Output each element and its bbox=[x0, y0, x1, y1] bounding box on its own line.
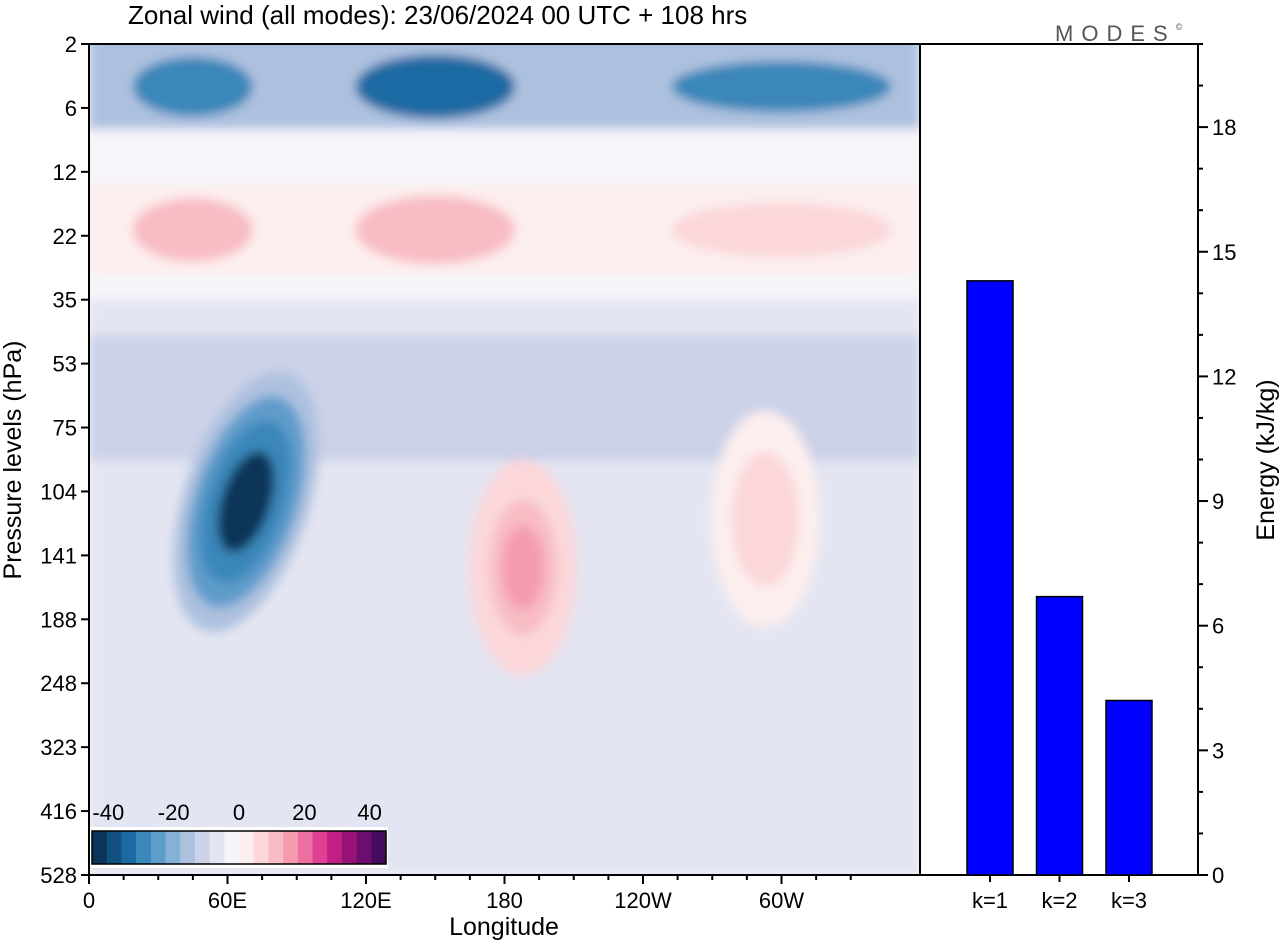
pressure-tick-label: 528 bbox=[40, 863, 77, 888]
energy-bar-k=1 bbox=[966, 280, 1014, 876]
colorbar-swatch bbox=[150, 831, 166, 864]
pressure-tick-label: 6 bbox=[65, 96, 77, 121]
wavenumber-label: k=2 bbox=[1041, 888, 1077, 913]
colorbar-swatch bbox=[371, 831, 387, 864]
pressure-tick-label: 53 bbox=[53, 352, 77, 377]
longitude-tick-label: 120E bbox=[340, 888, 391, 913]
pressure-tick-label: 323 bbox=[40, 735, 77, 760]
energy-axis-label: Energy (kJ/kg) bbox=[1252, 379, 1280, 540]
colorbar-swatch bbox=[165, 831, 181, 864]
colorbar-swatch bbox=[327, 831, 343, 864]
energy-bar-k=2 bbox=[1035, 595, 1084, 876]
energy-bar-k=3 bbox=[1105, 699, 1153, 876]
band-core bbox=[671, 202, 892, 258]
colorbar-swatch bbox=[224, 831, 240, 864]
y-axis-label: Pressure levels (hPa) bbox=[0, 341, 27, 580]
energy-tick-label: 3 bbox=[1212, 738, 1224, 763]
brand-text: MODES bbox=[1055, 21, 1176, 46]
longitude-tick-label: 60E bbox=[208, 888, 247, 913]
longitude-axis: 0 60E 120E 180 120W 60W bbox=[83, 875, 852, 913]
energy-tick-label: 0 bbox=[1212, 863, 1224, 888]
band-core bbox=[355, 54, 516, 119]
energy-tick-label: 6 bbox=[1212, 614, 1224, 639]
pressure-tick-label: 35 bbox=[53, 288, 77, 313]
pressure-tick-label: 2 bbox=[65, 32, 77, 57]
pressure-tick-label: 104 bbox=[40, 479, 77, 504]
colorbar-swatch bbox=[194, 831, 210, 864]
band-core bbox=[671, 61, 892, 113]
colorbar: -40 -20 0 20 40 bbox=[90, 800, 388, 868]
colorbar-swatch bbox=[341, 831, 357, 864]
colorbar-label: 0 bbox=[233, 800, 245, 825]
colorbar-label: 40 bbox=[357, 800, 381, 825]
energy-tick-label: 18 bbox=[1212, 115, 1236, 140]
energy-tick-label: 15 bbox=[1212, 240, 1236, 265]
energy-axis: 0 3 6 9 12 15 18 bbox=[1198, 43, 1236, 888]
pressure-tick-label: 75 bbox=[53, 416, 77, 441]
zonal-wind-heatmap bbox=[89, 44, 920, 875]
band-core bbox=[132, 198, 253, 262]
longitude-tick-label: 120W bbox=[614, 888, 672, 913]
feature-contour bbox=[744, 477, 787, 562]
chart-title: Zonal wind (all modes): 23/06/2024 00 UT… bbox=[128, 0, 748, 30]
pressure-tick-label: 416 bbox=[40, 799, 77, 824]
energy-bars bbox=[966, 280, 1153, 876]
copyright-mark: © bbox=[1175, 22, 1183, 32]
wavenumber-label: k=1 bbox=[972, 888, 1008, 913]
energy-tick-label: 12 bbox=[1212, 364, 1236, 389]
band-core bbox=[355, 195, 516, 264]
pressure-tick-label: 22 bbox=[53, 224, 77, 249]
colorbar-swatch bbox=[180, 831, 196, 864]
colorbar-frame bbox=[91, 830, 387, 865]
colorbar-swatch bbox=[209, 831, 225, 864]
wind-field-shading bbox=[89, 44, 920, 875]
colorbar-swatch bbox=[239, 831, 254, 864]
colorbar-swatch bbox=[297, 831, 313, 864]
pressure-tick-label: 12 bbox=[53, 160, 77, 185]
colorbar-swatch bbox=[106, 831, 122, 864]
wavenumber-label: k=3 bbox=[1111, 888, 1147, 913]
longitude-tick-label: 60W bbox=[759, 888, 804, 913]
pressure-tick-label: 141 bbox=[40, 543, 77, 568]
pressure-tick-label: 188 bbox=[40, 607, 77, 632]
colorbar-swatch bbox=[253, 831, 269, 864]
feature-contour bbox=[501, 525, 544, 610]
band-core bbox=[132, 56, 253, 117]
pressure-axis: 2 6 12 22 35 53 75 104 141 188 248 323 416 528 bbox=[40, 32, 89, 888]
colorbar-swatch bbox=[136, 831, 152, 864]
colorbar-swatch bbox=[268, 831, 284, 864]
colorbar-swatch bbox=[312, 831, 328, 864]
colorbar-swatch bbox=[356, 831, 372, 864]
colorbar-label: -40 bbox=[92, 800, 124, 825]
colorbar-label: -20 bbox=[158, 800, 190, 825]
colorbar-swatch bbox=[283, 831, 299, 864]
colorbar-swatch bbox=[121, 831, 137, 864]
colorbar-swatch bbox=[92, 831, 107, 864]
feature-contour bbox=[217, 451, 275, 553]
longitude-tick-label: 0 bbox=[83, 888, 95, 913]
longitude-tick-label: 180 bbox=[486, 888, 523, 913]
x-axis-label: Longitude bbox=[449, 913, 559, 941]
energy-tick-label: 9 bbox=[1212, 489, 1224, 514]
modes-logo: MODES© bbox=[1055, 23, 1182, 45]
transition-shade bbox=[89, 129, 920, 172]
colorbar-label: 20 bbox=[292, 800, 316, 825]
wavenumber-axis: k=1 k=2 k=3 bbox=[972, 875, 1147, 913]
pressure-tick-label: 248 bbox=[40, 671, 77, 696]
